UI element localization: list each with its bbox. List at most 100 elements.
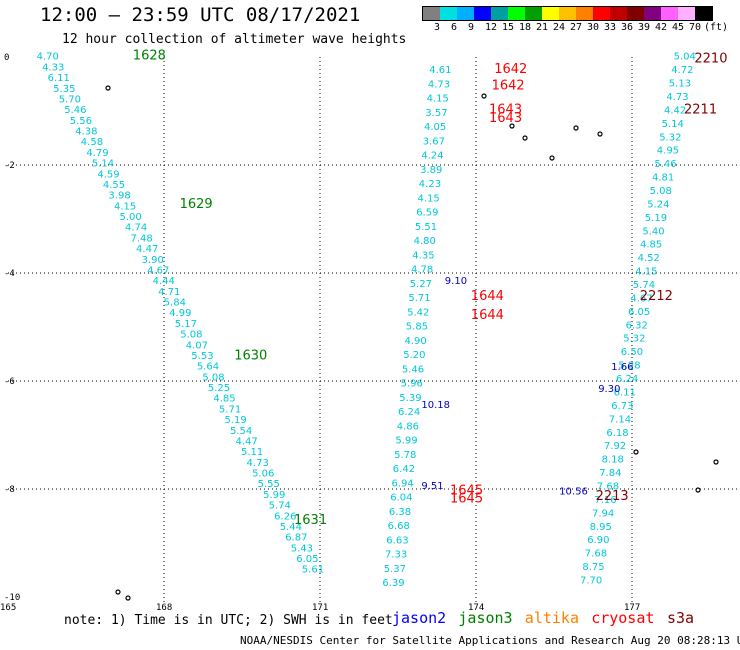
wave-height-value: 5.70 xyxy=(59,94,81,105)
axis-tick-lat: -8 xyxy=(4,485,15,495)
wave-height-value: 3.67 xyxy=(423,136,445,147)
wave-height-value: 5.35 xyxy=(53,84,75,95)
wave-height-value: 4.72 xyxy=(671,65,693,76)
wave-height-value: 4.71 xyxy=(158,287,180,298)
wave-height-value: 5.71 xyxy=(408,293,430,304)
wave-height-value: 4.44 xyxy=(153,276,175,287)
scale-label: 45 xyxy=(672,22,685,33)
wave-height-value: 5.78 xyxy=(394,450,416,461)
scale-swatch xyxy=(644,7,661,20)
wave-height-value: 7.33 xyxy=(385,550,407,561)
pass-time-label: 1645 xyxy=(450,483,483,498)
wave-height-value: 4.79 xyxy=(86,148,108,159)
wave-height-value: 5.43 xyxy=(291,543,313,554)
note-text: note: 1) Time is in UTC; 2) SWH is in fe… xyxy=(64,613,393,628)
map-subtitle: 12 hour collection of altimeter wave hei… xyxy=(62,32,407,47)
wave-height-value: 5.46 xyxy=(64,105,86,116)
scale-swatch xyxy=(508,7,525,20)
satellite-legend-item: jason2 xyxy=(392,609,447,627)
wave-height-value: 6.73 xyxy=(611,401,633,412)
wave-height-value: 3.90 xyxy=(142,255,164,266)
wave-height-value: 7.94 xyxy=(592,508,614,519)
wave-height-value: 4.73 xyxy=(247,458,269,469)
wave-height-value: 4.33 xyxy=(42,62,64,73)
wave-height-value: 4.81 xyxy=(652,173,674,184)
scale-swatch xyxy=(525,7,542,20)
wave-height-value: 3.98 xyxy=(108,191,130,202)
wave-height-value: 4.59 xyxy=(97,169,119,180)
wave-height-value: 6.32 xyxy=(626,320,648,331)
wave-height-value: 4.07 xyxy=(186,340,208,351)
wave-height-value: 4.85 xyxy=(640,240,662,251)
scale-swatch xyxy=(423,7,440,20)
scale-label: 21 xyxy=(536,22,549,33)
scale-swatch xyxy=(610,7,627,20)
axis-tick-lon: 174 xyxy=(468,603,484,613)
pass-time-label: 1642 xyxy=(494,62,527,77)
axis-tick-lat: -4 xyxy=(4,269,15,279)
wave-height-value: 6.11 xyxy=(614,387,636,398)
scale-label: 12 xyxy=(485,22,498,33)
wave-height-value: 6.04 xyxy=(390,493,412,504)
wave-height-value: 6.38 xyxy=(389,507,411,518)
wave-height-value: 5.56 xyxy=(70,116,92,127)
wave-height-value: 4.52 xyxy=(638,253,660,264)
wave-height-value: 6.87 xyxy=(285,533,307,544)
wave-height-value: 4.67 xyxy=(630,293,652,304)
wave-height-value: 5.27 xyxy=(410,279,432,290)
wave-height-value: 5.19 xyxy=(645,213,667,224)
island-shape xyxy=(695,487,701,493)
axis-tick-lat: 0 xyxy=(4,53,9,63)
wave-height-value: 5.74 xyxy=(269,501,291,512)
wave-height-value: 5.14 xyxy=(92,159,114,170)
wave-height-value: 5.19 xyxy=(224,415,246,426)
wave-height-value: 4.05 xyxy=(424,122,446,133)
pass-time-label: 1643 xyxy=(489,111,522,126)
pass-time-label: 2212 xyxy=(640,289,673,304)
wave-height-value: 5.44 xyxy=(280,522,302,533)
wave-height-value: 7.48 xyxy=(131,233,153,244)
wave-height-value: 4.61 xyxy=(429,65,451,76)
wave-height-value: 4.78 xyxy=(411,265,433,276)
wave-height-value: 5.37 xyxy=(384,564,406,575)
wave-height-value: 6.24 xyxy=(616,374,638,385)
wave-height-value-blue: 9.10 xyxy=(445,276,467,287)
wave-height-value-blue: 10.18 xyxy=(421,400,450,411)
color-scale-bar xyxy=(422,6,713,21)
wave-height-value: 5.04 xyxy=(674,52,696,63)
wave-height-value: 5.46 xyxy=(654,159,676,170)
wave-height-value: 5.28 xyxy=(618,361,640,372)
wave-height-value: 5.84 xyxy=(164,298,186,309)
wave-height-value: 6.42 xyxy=(393,464,415,475)
wave-height-value: 4.15 xyxy=(114,201,136,212)
wave-height-value: 5.25 xyxy=(208,383,230,394)
scale-swatch xyxy=(695,7,712,20)
wave-height-value: 5.24 xyxy=(647,199,669,210)
scale-label: 6 xyxy=(451,22,458,33)
wave-height-value: 5.08 xyxy=(650,186,672,197)
pass-time-label: 1644 xyxy=(471,289,504,304)
wave-height-value: 5.85 xyxy=(406,322,428,333)
wave-height-value: 5.96 xyxy=(401,379,423,390)
wave-height-value: 4.85 xyxy=(213,394,235,405)
wave-height-value: 4.86 xyxy=(397,421,419,432)
scale-swatch xyxy=(457,7,474,20)
scale-swatch xyxy=(661,7,678,20)
wave-height-value: 5.08 xyxy=(180,330,202,341)
wave-height-value: 4.55 xyxy=(103,180,125,191)
wave-height-value: 4.80 xyxy=(414,236,436,247)
wave-height-value-blue: 10.56 xyxy=(559,486,588,497)
wave-height-value: 5.11 xyxy=(241,447,263,458)
wave-height-value: 4.99 xyxy=(169,308,191,319)
wave-height-value: 7.68 xyxy=(585,549,607,560)
wave-height-value: 4.24 xyxy=(421,151,443,162)
axis-tick-lon: 165 xyxy=(0,603,16,613)
wave-height-value: 5.99 xyxy=(395,436,417,447)
pass-time-label: 1644 xyxy=(471,308,504,323)
wave-height-value: 6.63 xyxy=(386,535,408,546)
wave-height-value: 6.59 xyxy=(416,208,438,219)
wave-height-value: 4.42 xyxy=(664,105,686,116)
wave-height-value: 7.14 xyxy=(609,414,631,425)
